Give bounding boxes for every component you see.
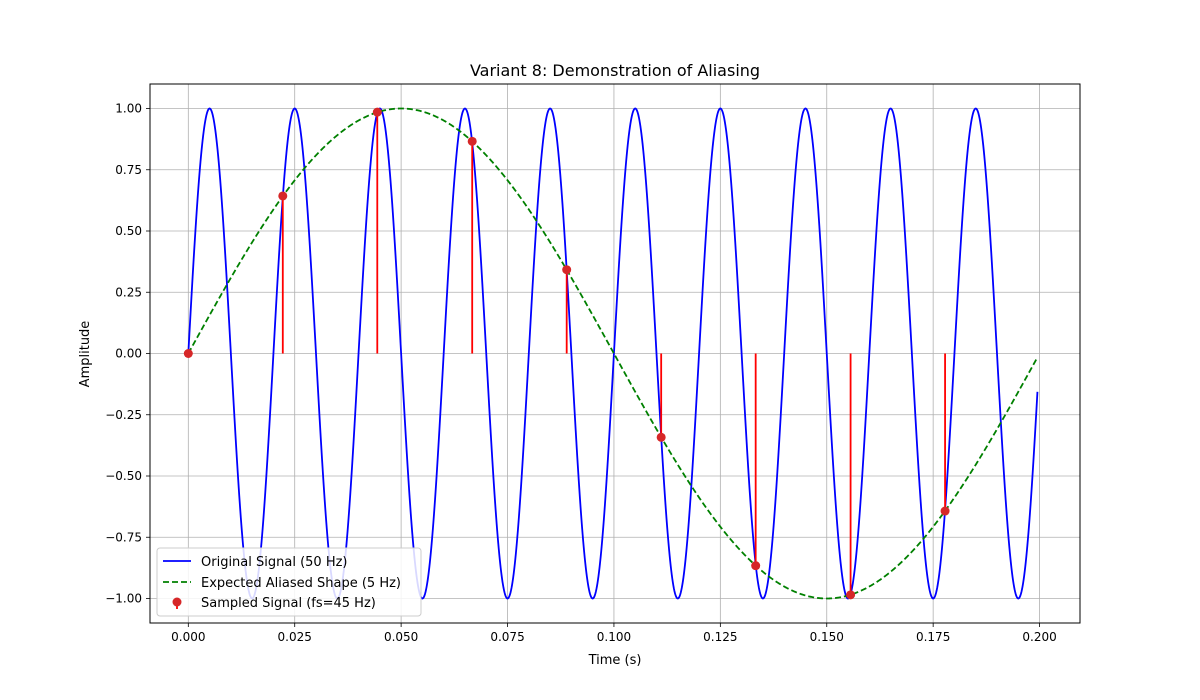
y-tick-label: 0.25 (115, 285, 142, 299)
y-tick-label: −0.25 (105, 408, 142, 422)
y-tick-label: −0.75 (105, 530, 142, 544)
legend-label-aliased: Expected Aliased Shape (5 Hz) (201, 576, 401, 591)
y-tick-label: 0.00 (115, 347, 142, 361)
legend-label-sampled: Sampled Signal (fs=45 Hz) (201, 596, 376, 611)
y-tick-label: 0.50 (115, 224, 142, 238)
y-tick-label: 1.00 (115, 102, 142, 116)
legend-swatch-sampled-marker (172, 597, 182, 607)
x-tick-label: 0.175 (916, 630, 950, 644)
sampled-point (562, 265, 572, 275)
x-tick-label: 0.150 (810, 630, 844, 644)
x-tick-label: 0.100 (597, 630, 631, 644)
x-tick-label: 0.000 (171, 630, 205, 644)
x-tick-label: 0.050 (384, 630, 418, 644)
x-tick-label: 0.125 (703, 630, 737, 644)
sampled-point (278, 191, 288, 201)
x-axis-label: Time (s) (588, 653, 642, 668)
sampled-point (751, 561, 761, 571)
legend-label-original: Original Signal (50 Hz) (201, 555, 348, 570)
series-expected-aliased-line (187, 107, 1039, 600)
sampled-point (467, 136, 477, 146)
sampled-point (940, 506, 950, 516)
sampled-point (372, 107, 382, 117)
legend-box (156, 547, 422, 617)
x-tick-label: 0.200 (1022, 630, 1056, 644)
sampled-point (656, 432, 666, 442)
y-tick-label: −0.50 (105, 469, 142, 483)
axis-ticks: 0.000 0.025 0.050 0.075 0.100 0.125 0.150 0.175… (105, 102, 1057, 645)
x-tick-label: 0.075 (490, 630, 524, 644)
sampled-point (183, 349, 193, 358)
y-tick-label: −1.00 (105, 592, 142, 606)
y-tick-label: 0.75 (115, 163, 142, 177)
x-tick-label: 0.025 (278, 630, 312, 644)
legend: Original Signal (50 Hz) Expected Aliased… (156, 547, 422, 617)
chart-title: Variant 8: Demonstration of Aliasing (470, 61, 760, 80)
sampled-point (846, 590, 856, 600)
y-axis-label: Amplitude (78, 321, 93, 388)
